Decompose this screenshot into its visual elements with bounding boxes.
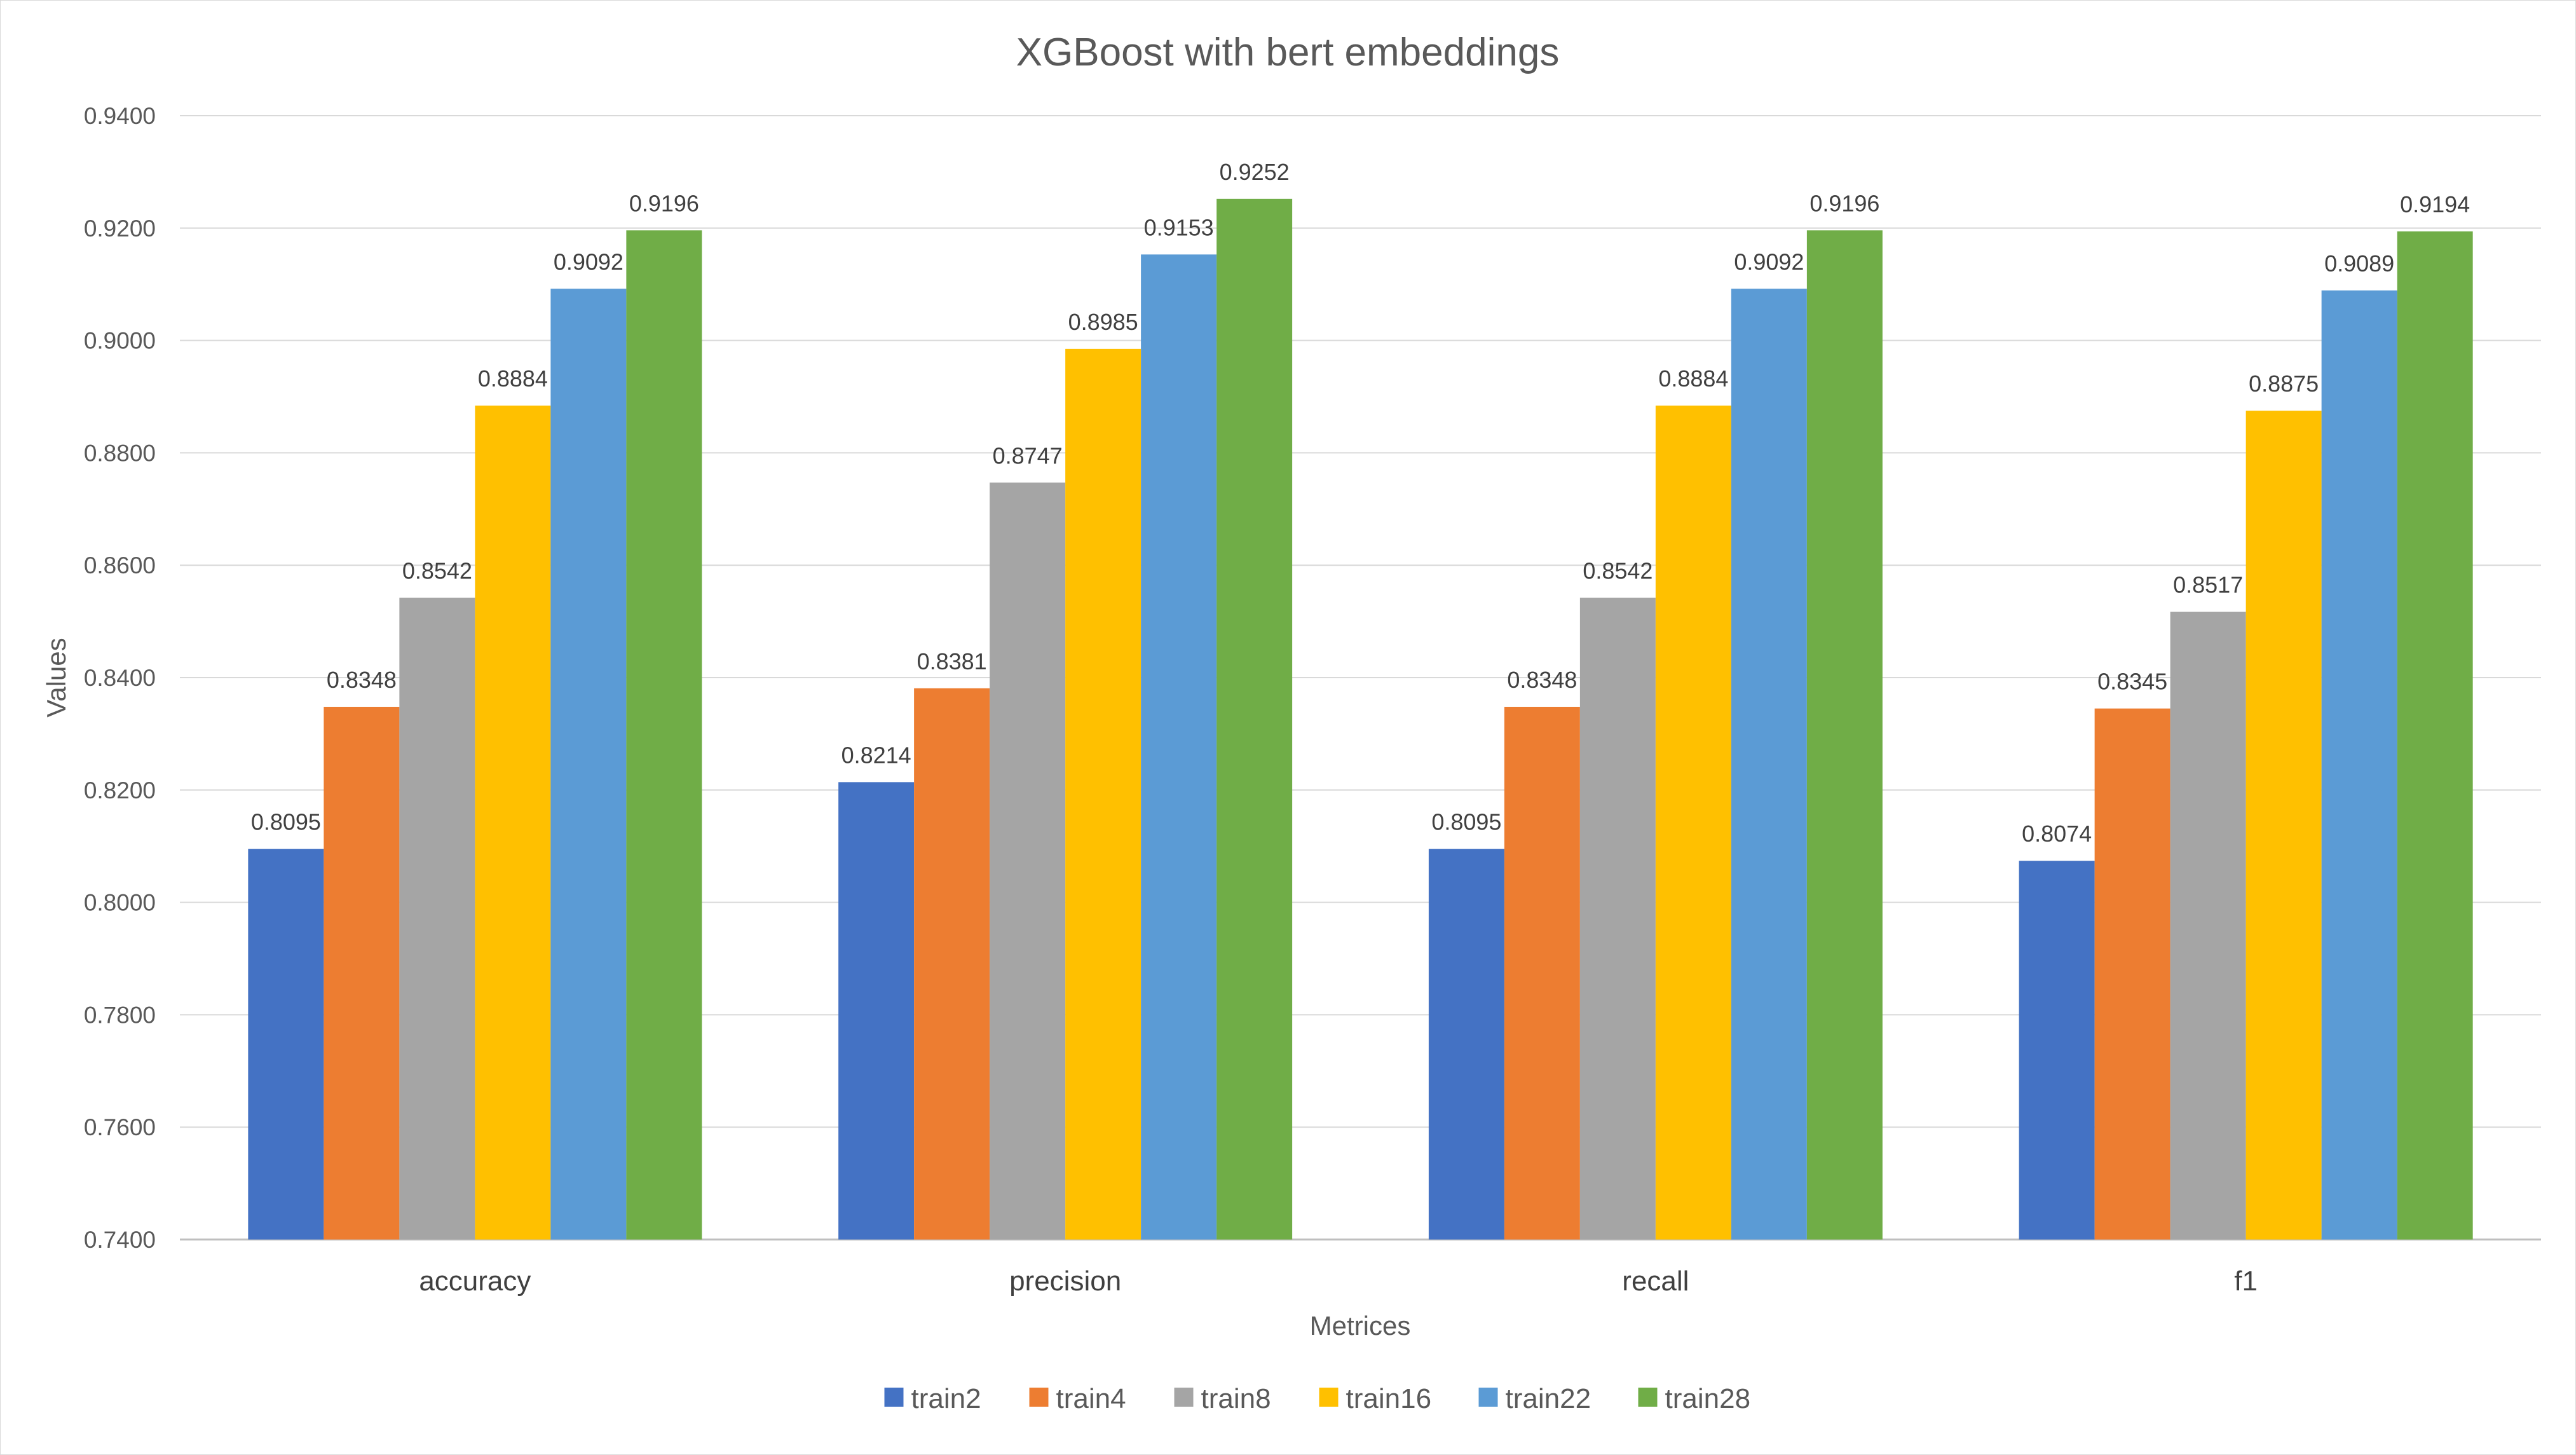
data-label: 0.8381 <box>917 648 987 674</box>
data-label: 0.9194 <box>2400 191 2470 217</box>
bar-train22 <box>550 289 627 1240</box>
bar-train2 <box>2019 861 2095 1240</box>
data-label: 0.9196 <box>1809 190 1879 216</box>
data-label: 0.9153 <box>1144 214 1214 240</box>
bars <box>248 198 2473 1240</box>
y-tick-label: 0.9400 <box>84 103 156 129</box>
y-tick-label: 0.8400 <box>84 665 156 691</box>
bar-train28 <box>1216 198 1293 1240</box>
y-axis-ticks: 0.7400 0.7600 0.7800 0.8000 0.8200 0.8400 0.86… <box>84 103 156 1253</box>
y-tick-label: 0.8000 <box>84 890 156 916</box>
y-tick-label: 0.8800 <box>84 440 156 466</box>
bar-train16 <box>475 406 551 1240</box>
bar-train16 <box>1065 348 1141 1240</box>
legend-swatch-train16 <box>1319 1388 1339 1407</box>
y-tick-label: 0.9000 <box>84 328 156 354</box>
bar-train8 <box>399 598 475 1240</box>
legend-label: train22 <box>1506 1383 1591 1414</box>
bar-train16 <box>1655 406 1731 1240</box>
bar-train22 <box>2321 290 2397 1240</box>
data-label: 0.9252 <box>1220 159 1290 185</box>
bar-train28 <box>2397 231 2473 1240</box>
legend-swatch-train8 <box>1174 1388 1194 1407</box>
bar-train4 <box>1504 706 1580 1240</box>
y-tick-label: 0.9200 <box>84 215 156 242</box>
chart-title: XGBoost with bert embeddings <box>1016 31 1560 74</box>
category-label: accuracy <box>419 1266 531 1297</box>
bar-train4 <box>914 688 990 1240</box>
legend-label: train28 <box>1665 1383 1751 1414</box>
bar-train4 <box>2094 708 2171 1240</box>
bar-train4 <box>324 706 400 1240</box>
data-label: 0.8884 <box>1658 365 1728 392</box>
bar-train2 <box>838 782 915 1240</box>
legend-label: train4 <box>1056 1383 1126 1414</box>
x-axis-title: Metrices <box>1310 1311 1411 1341</box>
y-tick-label: 0.7600 <box>84 1114 156 1140</box>
category-label: f1 <box>2234 1266 2258 1297</box>
data-label: 0.8345 <box>2097 669 2167 695</box>
legend-swatch-train4 <box>1029 1388 1049 1407</box>
y-axis-title: Values <box>41 638 71 717</box>
bar-train2 <box>248 849 324 1240</box>
data-label: 0.9092 <box>554 249 624 275</box>
bar-train8 <box>2170 611 2246 1240</box>
data-label: 0.9089 <box>2324 250 2394 277</box>
data-labels: 0.8095 0.8348 0.8542 0.8884 0.9092 0.9196 0.82… <box>251 159 2470 847</box>
bar-train8 <box>990 482 1066 1240</box>
data-label: 0.8884 <box>478 365 548 392</box>
data-label: 0.9092 <box>1734 249 1804 275</box>
data-label: 0.8875 <box>2249 371 2319 397</box>
data-label: 0.8214 <box>842 742 911 768</box>
bar-train16 <box>2245 411 2322 1240</box>
data-label: 0.8517 <box>2173 572 2243 598</box>
category-label: recall <box>1622 1266 1689 1297</box>
legend-label: train2 <box>911 1383 981 1414</box>
data-label: 0.8074 <box>2022 821 2092 847</box>
data-label: 0.8542 <box>402 557 472 584</box>
bar-train22 <box>1141 254 1217 1240</box>
data-label: 0.8348 <box>1507 667 1577 693</box>
data-label: 0.8985 <box>1068 309 1138 335</box>
data-label: 0.8747 <box>993 442 1063 468</box>
data-label: 0.8542 <box>1583 557 1653 584</box>
y-tick-label: 0.7400 <box>84 1227 156 1253</box>
category-label: precision <box>1009 1266 1121 1297</box>
legend-swatch-train2 <box>884 1388 904 1407</box>
x-axis-categories: accuracy precision recall f1 <box>419 1266 2258 1297</box>
legend-label: train16 <box>1346 1383 1432 1414</box>
data-label: 0.9196 <box>629 190 699 216</box>
y-tick-label: 0.7800 <box>84 1002 156 1028</box>
legend-swatch-train28 <box>1638 1388 1658 1407</box>
legend-swatch-train22 <box>1478 1388 1498 1407</box>
legend-label: train8 <box>1201 1383 1271 1414</box>
data-label: 0.8348 <box>327 667 397 693</box>
data-label: 0.8095 <box>251 809 321 835</box>
bar-train28 <box>626 230 702 1240</box>
bar-train28 <box>1806 230 1883 1240</box>
y-tick-label: 0.8600 <box>84 552 156 578</box>
legend: train2 train4 train8 train16 train22 train28 <box>884 1383 1751 1414</box>
bar-train8 <box>1579 598 1656 1240</box>
y-tick-label: 0.8200 <box>84 777 156 803</box>
bar-train22 <box>1731 289 1807 1240</box>
bar-train2 <box>1428 849 1504 1240</box>
data-label: 0.8095 <box>1431 809 1501 835</box>
